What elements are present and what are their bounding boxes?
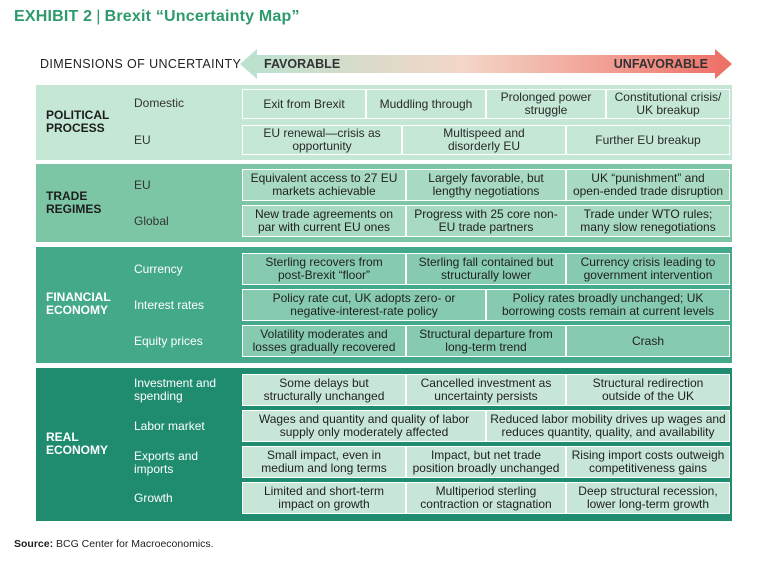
scenario-cell: Prolonged power struggle <box>486 89 606 119</box>
row-label: Labor market <box>134 419 205 433</box>
scenario-cell: Currency crisis leading to government in… <box>566 253 730 285</box>
source-text: BCG Center for Macroeconomics. <box>56 538 214 550</box>
category-label: POLITICAL PROCESS <box>46 108 110 135</box>
scenario-cell: Equivalent access to 27 EU markets achie… <box>242 169 406 201</box>
scenario-cell: Multispeed and disorderly EU <box>402 125 566 155</box>
scenario-cell: Constitutional crisis/ UK breakup <box>606 89 730 119</box>
scenario-cell: Sterling fall contained but structurally… <box>406 253 566 285</box>
scenario-cell: Sterling recovers from post-Brexit “floo… <box>242 253 406 285</box>
scenario-cell: Small impact, even in medium and long te… <box>242 446 406 478</box>
scenario-cell: Deep structural recession, lower long-te… <box>566 482 730 514</box>
source-note: Source: BCG Center for Macroeconomics. <box>14 538 214 550</box>
row-label: Equity prices <box>134 334 203 348</box>
section-political-process: POLITICAL PROCESS Domestic EU Exit from … <box>36 85 732 160</box>
scenario-cell: Structural departure from long-term tren… <box>406 325 566 357</box>
category-label: FINANCIAL ECONOMY <box>46 290 111 317</box>
scenario-cell: Volatility moderates and losses graduall… <box>242 325 406 357</box>
scenario-cell: Policy rate cut, UK adopts zero- or nega… <box>242 289 486 321</box>
dimensions-label: DIMENSIONS OF UNCERTAINTY <box>40 57 242 71</box>
row-label: Interest rates <box>134 298 205 312</box>
scenario-cell: Cancelled investment as uncertainty pers… <box>406 374 566 406</box>
section-financial-economy: FINANCIAL ECONOMY Currency Interest rate… <box>36 247 732 363</box>
scenario-cell: Structural redirection outside of the UK <box>566 374 730 406</box>
gradient-arrow-icon <box>240 49 732 79</box>
scenario-cell: Largely favorable, but lengthy negotiati… <box>406 169 566 201</box>
exhibit-title: EXHIBIT 2 | Brexit “Uncertainty Map” <box>14 8 300 26</box>
scenario-cell: New trade agreements on par with current… <box>242 205 406 237</box>
row-label: Domestic <box>134 96 185 110</box>
row-label: EU <box>134 178 151 192</box>
row-label: Growth <box>134 491 173 505</box>
scenario-cell: Multiperiod sterling contraction or stag… <box>406 482 566 514</box>
section-trade-regimes: TRADE REGIMES EU Global Equivalent acces… <box>36 164 732 242</box>
scenario-cell: Wages and quantity and quality of labor … <box>242 410 486 442</box>
row-label: Currency <box>134 262 183 276</box>
favorability-arrow: FAVORABLE UNFAVORABLE <box>240 49 732 79</box>
scenario-cell: Progress with 25 core non- EU trade part… <box>406 205 566 237</box>
scenario-cell: Limited and short-term impact on growth <box>242 482 406 514</box>
exhibit-title-text: Brexit “Uncertainty Map” <box>104 8 300 25</box>
favorable-label: FAVORABLE <box>264 57 341 71</box>
scenario-cell: Some delays but structurally unchanged <box>242 374 406 406</box>
section-real-economy: REAL ECONOMY Investment and spending Lab… <box>36 368 732 521</box>
unfavorable-label: UNFAVORABLE <box>613 57 708 71</box>
scenario-cell: Muddling through <box>366 89 486 119</box>
title-separator: | <box>96 8 101 25</box>
scenario-cell: Further EU breakup <box>566 125 730 155</box>
scenario-cell: Rising import costs outweigh competitive… <box>566 446 730 478</box>
row-label: Investment and spending <box>134 376 217 403</box>
scenario-cell: Reduced labor mobility drives up wages a… <box>486 410 730 442</box>
scenario-cell: UK “punishment” and open-ended trade dis… <box>566 169 730 201</box>
scenario-cell: EU renewal—crisis as opportunity <box>242 125 402 155</box>
exhibit-number: EXHIBIT 2 <box>14 8 93 25</box>
row-label: Exports and imports <box>134 449 199 476</box>
scenario-cell: Crash <box>566 325 730 357</box>
row-label: Global <box>134 214 169 228</box>
scenario-cell: Exit from Brexit <box>242 89 366 119</box>
scenario-cell: Policy rates broadly unchanged; UK borro… <box>486 289 730 321</box>
category-label: TRADE REGIMES <box>46 189 102 216</box>
source-label: Source: <box>14 538 54 550</box>
row-label: EU <box>134 133 151 147</box>
scenario-cell: Trade under WTO rules; many slow renegot… <box>566 205 730 237</box>
scenario-cell: Impact, but net trade position broadly u… <box>406 446 566 478</box>
category-label: REAL ECONOMY <box>46 430 109 457</box>
